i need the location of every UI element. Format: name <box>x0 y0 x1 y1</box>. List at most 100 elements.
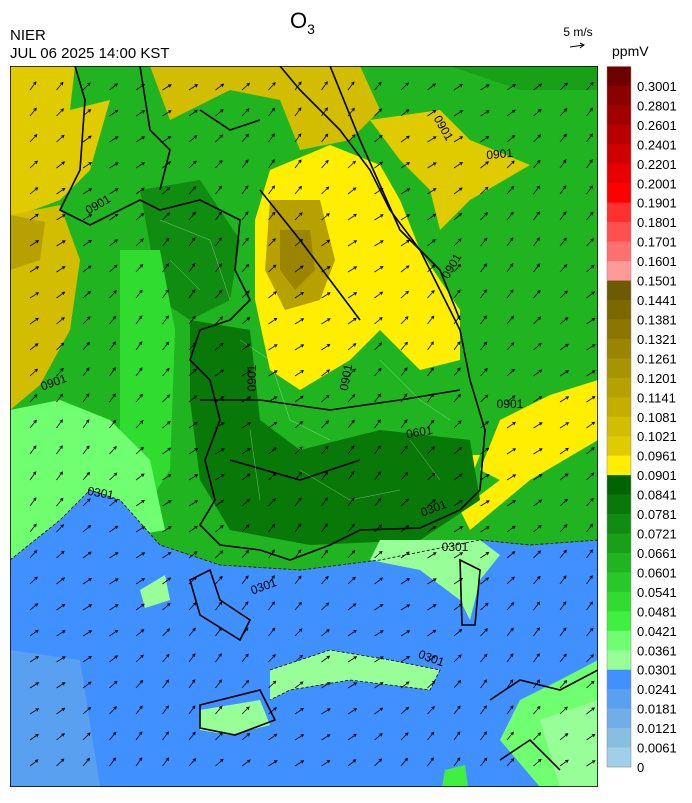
wind-arrow <box>374 240 384 247</box>
wind-arrow <box>453 84 464 91</box>
title: O3 <box>290 8 315 37</box>
colorbar-swatch <box>607 358 631 379</box>
wind-arrow <box>586 707 596 715</box>
wind-arrow <box>188 653 196 663</box>
wind-arrow <box>162 110 172 117</box>
wind-arrow <box>109 136 119 143</box>
contour-label: 0301 <box>442 540 469 554</box>
wind-arrow <box>109 680 118 689</box>
wind-arrow <box>188 421 198 429</box>
wind-arrow <box>533 758 542 767</box>
wind-arrow <box>162 394 171 403</box>
wind-arrow <box>135 110 146 117</box>
wind-arrow <box>56 707 66 715</box>
wind-arrow <box>162 757 170 767</box>
wind-arrow <box>480 394 489 403</box>
wind-arrow <box>480 653 488 663</box>
wind-arrow <box>506 185 515 195</box>
wind-scale-arrow <box>569 42 585 49</box>
wind-arrow <box>215 732 223 741</box>
wind-arrow <box>480 421 489 429</box>
wind-arrow <box>347 266 358 273</box>
wind-arrow <box>480 212 488 221</box>
wind-arrow <box>506 342 515 351</box>
wind-arrow <box>188 525 198 533</box>
wind-arrow <box>453 289 461 299</box>
wind-arrow <box>533 474 543 481</box>
wind-arrow <box>162 551 172 559</box>
wind-arrow <box>162 367 170 377</box>
contour-label: 0901 <box>497 397 524 411</box>
wind-arrow <box>188 474 199 481</box>
wind-arrow <box>241 317 251 325</box>
wind-arrow <box>559 290 568 299</box>
wind-arrow <box>109 578 119 585</box>
wind-arrow <box>82 498 91 507</box>
wind-arrow <box>188 368 197 377</box>
colorbar-label: 0.2001 <box>637 176 677 191</box>
wind-arrow <box>586 317 596 325</box>
wind-arrow <box>347 81 355 91</box>
wind-arrow <box>268 627 276 637</box>
wind-arrow <box>294 707 304 715</box>
wind-arrow <box>188 576 197 585</box>
wind-arrow <box>559 108 568 117</box>
wind-arrow <box>586 159 593 169</box>
wind-arrow <box>400 471 409 481</box>
wind-arrow <box>586 370 596 377</box>
wind-arrow <box>321 369 331 377</box>
wind-arrow <box>215 211 222 221</box>
colorbar-label: 0.2601 <box>637 118 677 133</box>
wind-arrow <box>215 342 224 351</box>
wind-arrow <box>321 266 331 273</box>
wind-arrow <box>215 679 223 689</box>
colorbar-label: 0.0181 <box>637 702 677 717</box>
wind-arrow <box>559 575 567 585</box>
wind-arrow <box>294 81 302 91</box>
wind-arrow <box>480 447 490 455</box>
wind-arrow <box>506 135 516 143</box>
wind-arrow <box>480 237 488 247</box>
wind-arrow <box>162 474 172 481</box>
wind-arrow <box>56 550 65 559</box>
wind-arrow <box>453 628 463 637</box>
wind-arrow <box>82 604 93 611</box>
wind-arrow <box>241 679 250 689</box>
wind-arrow <box>162 289 169 299</box>
wind-arrow <box>321 549 329 559</box>
wind-arrow <box>586 396 596 403</box>
wind-arrow <box>321 133 329 143</box>
wind-arrow <box>559 447 569 455</box>
wind-arrow <box>427 341 434 351</box>
wind-arrow <box>294 344 305 351</box>
wind-arrow <box>400 757 408 767</box>
wind-arrow <box>56 108 65 117</box>
wind-arrow <box>215 575 223 585</box>
wind-arrow <box>347 497 355 507</box>
wind-arrow <box>56 577 66 585</box>
wind-arrow <box>533 108 542 117</box>
wind-arrow <box>480 628 488 637</box>
wind-arrow <box>188 602 197 611</box>
wind-arrow <box>29 317 39 325</box>
wind-arrow <box>56 214 66 221</box>
wind-arrow <box>241 706 250 715</box>
wind-arrow <box>586 421 596 429</box>
wind-arrow <box>347 368 356 377</box>
wind-arrow <box>29 603 39 611</box>
wind-arrow <box>215 263 223 273</box>
wind-arrow <box>586 344 596 351</box>
wind-arrow <box>347 523 355 533</box>
wind-arrow <box>109 472 118 481</box>
wind-arrow <box>374 445 381 455</box>
wind-arrow <box>135 705 143 715</box>
wind-arrow <box>480 341 488 351</box>
wind-arrow <box>533 263 541 273</box>
wind-arrow <box>427 239 436 247</box>
wind-arrow <box>268 421 278 429</box>
wind-arrow <box>241 370 252 377</box>
wind-arrow <box>347 759 357 767</box>
wind-arrow <box>29 497 37 507</box>
colorbar-swatch <box>607 572 631 593</box>
